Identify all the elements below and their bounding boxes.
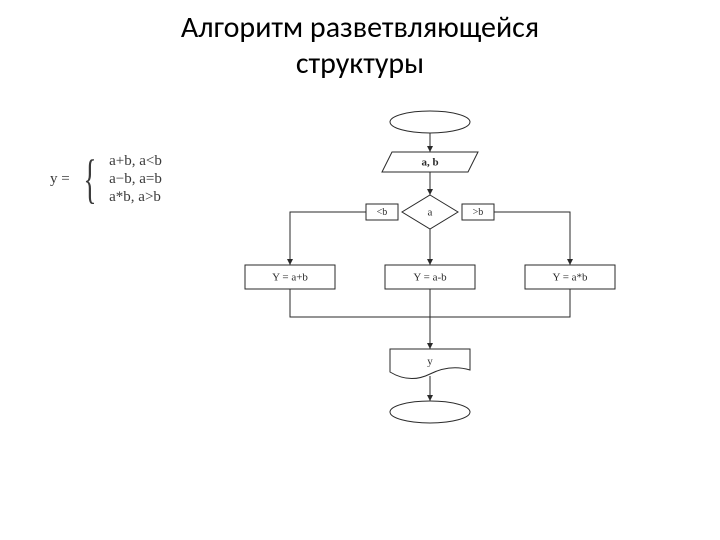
decision-label: a <box>428 207 433 219</box>
formula-case-1: a+b, a<b <box>109 152 162 170</box>
edge-merge-left <box>290 289 430 317</box>
branch-right-label: >b <box>473 207 484 218</box>
process-mid-label: Y = a-b <box>413 272 447 284</box>
formula-case-2: a−b, a=b <box>109 170 162 188</box>
process-left-label: Y = a+b <box>272 272 308 284</box>
formula-lhs: y = <box>50 171 70 188</box>
start-node <box>390 111 470 133</box>
edge-decision-right <box>494 212 570 265</box>
formula-cases: a+b, a<b a−b, a=b a*b, a>b <box>109 152 162 206</box>
edge-decision-left <box>290 212 366 265</box>
process-right-label: Y = a*b <box>552 272 588 284</box>
end-node <box>390 401 470 423</box>
branch-left-label: <b <box>377 207 388 218</box>
edge-merge-right <box>430 289 570 317</box>
page-title: Алгоритм разветвляющейся структуры <box>0 0 720 82</box>
flowchart-diagram: a, b a <b >b Y = a+b Y = a-b Y = a*b y <box>210 102 660 442</box>
output-label: y <box>427 356 433 368</box>
input-label: a, b <box>421 157 438 169</box>
title-line1: Алгоритм разветвляющейся <box>181 9 539 46</box>
content-area: y = { a+b, a<b a−b, a=b a*b, a>b a, b a … <box>0 82 720 522</box>
brace-icon: { <box>84 154 97 204</box>
title-line2: структуры <box>296 45 424 82</box>
formula-case-3: a*b, a>b <box>109 188 162 206</box>
piecewise-formula: y = { a+b, a<b a−b, a=b a*b, a>b <box>50 152 162 206</box>
